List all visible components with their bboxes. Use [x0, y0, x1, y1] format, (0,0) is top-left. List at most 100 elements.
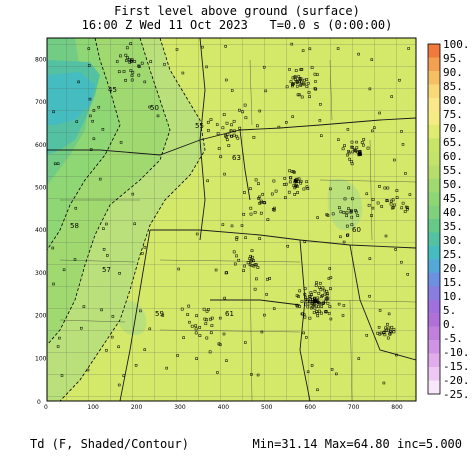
station-marker: [232, 250, 236, 254]
colorbar-swatch: [428, 84, 440, 99]
station-marker: [320, 311, 323, 315]
station-marker: [370, 58, 374, 61]
x-axis-ticks: 0 100 200 300 400 500 600 700 800: [44, 404, 403, 411]
station-marker: [235, 236, 239, 239]
station-marker: [300, 299, 304, 303]
plot-title-line2: 16:00 Z Wed 11 Oct 2023 T=0.0 s (0:00:00…: [81, 18, 393, 32]
station-marker: [314, 304, 318, 308]
station-marker: [249, 254, 252, 258]
station-marker: [62, 268, 66, 272]
station-marker: [295, 80, 299, 84]
station-marker: [242, 212, 246, 216]
station-marker: [106, 254, 109, 257]
station-marker: [117, 345, 120, 349]
colorbar-label: 75.: [443, 108, 463, 121]
colorbar-label: 20.: [443, 262, 463, 275]
station-marker: [306, 370, 310, 374]
station-marker: [389, 330, 393, 334]
station-marker: [216, 132, 220, 135]
station-marker: [297, 75, 301, 78]
station-marker: [318, 119, 322, 122]
station-marker: [289, 176, 292, 180]
colorbar-swatch: [428, 340, 440, 354]
station-marker: [328, 305, 332, 308]
station-marker: [141, 252, 144, 255]
station-marker: [225, 78, 228, 82]
contour-label-55: 55: [195, 122, 204, 130]
station-marker: [266, 277, 269, 281]
station-marker: [229, 134, 233, 138]
station-marker: [181, 71, 185, 75]
colorbar-swatch: [428, 219, 440, 233]
station-marker: [161, 314, 165, 317]
station-marker: [293, 180, 297, 184]
station-marker: [282, 183, 286, 186]
station-marker: [401, 143, 405, 146]
station-marker: [343, 144, 346, 147]
station-marker: [130, 74, 134, 77]
station-marker: [318, 309, 321, 313]
colorbar-swatch: [428, 178, 440, 193]
station-marker: [244, 236, 247, 239]
station-marker: [341, 314, 345, 317]
station-marker: [256, 124, 259, 128]
station-marker: [129, 42, 133, 46]
station-marker: [407, 47, 410, 50]
station-marker: [285, 85, 289, 89]
station-marker: [366, 146, 370, 150]
station-marker: [312, 299, 316, 303]
station-marker: [291, 115, 294, 118]
station-marker: [347, 149, 350, 153]
station-marker: [274, 189, 278, 193]
station-marker: [259, 201, 263, 204]
station-marker: [370, 214, 373, 217]
station-marker: [235, 134, 238, 138]
contour-label-63: 63: [232, 154, 241, 162]
station-marker: [292, 170, 295, 174]
station-marker: [289, 80, 293, 84]
station-marker: [202, 307, 206, 311]
station-marker: [325, 213, 329, 216]
station-marker: [256, 266, 260, 269]
station-marker: [310, 364, 314, 367]
station-marker: [362, 138, 366, 141]
station-marker: [406, 206, 409, 209]
y-tick-label: 800: [35, 56, 47, 63]
colorbar-swatch: [428, 232, 440, 247]
station-marker: [329, 317, 333, 321]
station-marker: [207, 129, 210, 132]
station-marker: [295, 303, 299, 307]
station-marker: [52, 110, 55, 114]
colorbar-swatch: [428, 57, 440, 72]
station-marker: [301, 49, 305, 52]
station-marker: [224, 135, 228, 139]
station-marker: [383, 186, 387, 190]
station-marker: [262, 201, 266, 204]
colorbar-swatch: [428, 44, 440, 58]
station-marker: [194, 331, 198, 335]
colorbar-swatch: [428, 326, 440, 341]
station-marker: [240, 224, 244, 227]
station-marker: [195, 357, 198, 360]
colorbar-swatch: [428, 367, 440, 381]
station-marker: [258, 109, 262, 113]
station-marker: [53, 162, 57, 166]
colorbar-label: 85.: [443, 80, 463, 93]
station-marker: [177, 267, 180, 271]
colorbar-swatch: [428, 259, 440, 274]
y-tick-label: 0: [37, 399, 41, 406]
station-marker: [266, 218, 270, 221]
station-marker: [335, 372, 338, 376]
station-marker: [225, 121, 229, 125]
station-marker: [263, 313, 266, 317]
station-marker: [365, 192, 369, 196]
station-marker: [117, 70, 121, 74]
station-marker: [229, 129, 233, 133]
station-marker: [290, 42, 294, 46]
station-marker: [215, 123, 219, 126]
colorbar-label: 15.: [443, 276, 463, 289]
station-marker: [350, 145, 353, 149]
station-marker: [105, 349, 108, 352]
y-tick-label: 600: [35, 142, 47, 149]
station-marker: [221, 223, 225, 226]
